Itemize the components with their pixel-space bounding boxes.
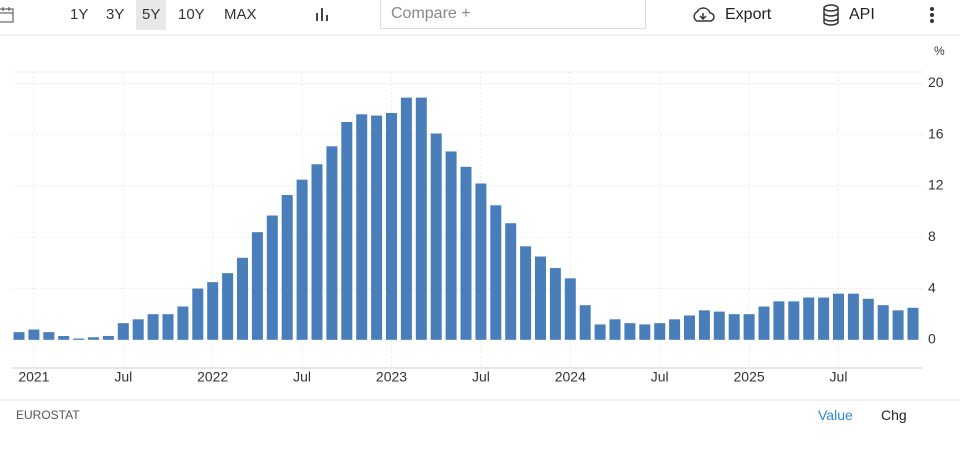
- bar: [43, 332, 55, 340]
- y-tick-label: 0: [928, 331, 936, 347]
- bar: [743, 314, 755, 340]
- bar: [371, 115, 383, 340]
- range-button[interactable]: 10Y: [178, 6, 205, 23]
- bar: [430, 133, 442, 340]
- bar: [654, 323, 666, 340]
- bar: [847, 293, 859, 340]
- x-tick-label: 2022: [197, 369, 228, 385]
- bar: [117, 323, 129, 340]
- y-tick-label: 20: [928, 74, 944, 90]
- bar: [877, 305, 889, 340]
- view-toggle[interactable]: Value: [818, 407, 853, 423]
- bar: [88, 337, 99, 340]
- bar: [520, 246, 532, 340]
- bar: [266, 215, 278, 340]
- y-tick-label: 8: [928, 228, 936, 244]
- bar: [58, 335, 70, 340]
- bar: [475, 183, 487, 340]
- bar: [907, 307, 919, 340]
- bar: [162, 314, 174, 340]
- bar: [490, 205, 502, 340]
- bar: [460, 166, 472, 340]
- bar: [758, 306, 770, 340]
- bar: [207, 282, 219, 340]
- bar: [728, 314, 740, 340]
- bar: [639, 324, 651, 340]
- compare-input[interactable]: Compare +: [380, 0, 646, 29]
- x-tick-label: Jul: [293, 369, 311, 385]
- bar: [788, 301, 800, 340]
- y-tick-label: 16: [928, 125, 944, 141]
- toolbar: 1Y 3Y 5Y 10Y MAX Compare + Export API: [0, 0, 960, 34]
- api-icon[interactable]: [822, 4, 840, 26]
- export-icon[interactable]: [691, 5, 715, 25]
- bar: [356, 114, 368, 340]
- bar: [400, 97, 412, 340]
- bar: [415, 97, 427, 340]
- x-tick-label: Jul: [651, 369, 669, 385]
- more-menu[interactable]: [928, 6, 936, 26]
- bar: [818, 297, 830, 340]
- x-tick-label: 2024: [555, 369, 586, 385]
- bar: [326, 146, 338, 340]
- range-button[interactable]: 1Y: [70, 6, 89, 23]
- range-button[interactable]: 3Y: [106, 6, 125, 23]
- bar: [281, 195, 293, 340]
- range-button[interactable]: MAX: [224, 6, 257, 23]
- bar: [445, 151, 457, 340]
- bar: [594, 324, 606, 340]
- bar: [624, 323, 636, 340]
- calendar-icon[interactable]: [0, 6, 16, 24]
- x-tick-label: Jul: [472, 369, 490, 385]
- bar: [311, 164, 323, 340]
- bar: [684, 315, 695, 340]
- bar: [386, 113, 397, 340]
- x-tick-label: 2023: [376, 369, 407, 385]
- bar: [892, 310, 904, 340]
- bar: [803, 297, 815, 340]
- bar: [222, 273, 234, 340]
- bar: [177, 306, 189, 340]
- chart: % 0 4 8 12 16 20 2021 Jul 2022 Jul 2023 Jul 2024 Jul 20…: [0, 34, 960, 401]
- y-tick-label: 4: [928, 279, 936, 295]
- bar: [147, 314, 159, 340]
- y-tick-label: 12: [928, 177, 944, 193]
- unit-label: %: [934, 44, 945, 58]
- bar: [669, 319, 681, 340]
- bar: [535, 256, 546, 340]
- x-tick-label: 2025: [734, 369, 765, 385]
- bar: [296, 179, 308, 340]
- bar: [713, 311, 725, 340]
- bar: [609, 319, 621, 340]
- bar: [833, 293, 844, 340]
- bar: [862, 298, 874, 340]
- bar: [237, 257, 248, 340]
- bar: [13, 332, 25, 340]
- chart-type-icon[interactable]: [314, 6, 330, 22]
- x-tick-label: Jul: [830, 369, 848, 385]
- bar: [102, 335, 114, 340]
- range-button[interactable]: 5Y: [136, 0, 167, 30]
- bar: [698, 310, 710, 340]
- bar: [192, 288, 204, 340]
- view-toggle[interactable]: Chg: [881, 407, 907, 423]
- bar: [251, 232, 263, 340]
- bar: [132, 319, 144, 340]
- x-tick-label: Jul: [114, 369, 132, 385]
- bar: [564, 278, 576, 340]
- bar: [73, 338, 85, 340]
- bar: [28, 329, 40, 340]
- bar: [505, 223, 517, 340]
- export-button[interactable]: Export: [725, 6, 772, 23]
- bar: [579, 305, 591, 340]
- bar: [773, 301, 785, 340]
- source: EUROSTAT: [16, 408, 80, 422]
- api-button[interactable]: API: [849, 6, 875, 23]
- x-tick-label: 2021: [18, 369, 49, 385]
- bar: [549, 268, 561, 340]
- bar: [341, 121, 353, 340]
